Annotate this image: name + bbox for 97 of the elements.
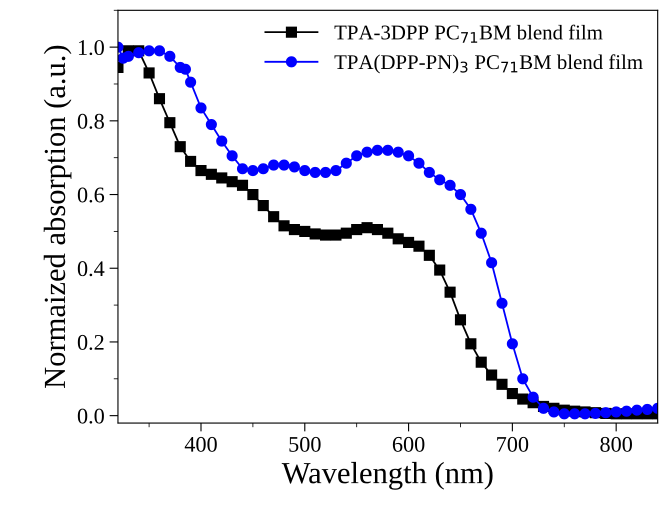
point xyxy=(268,160,280,171)
point xyxy=(122,50,134,62)
point xyxy=(517,394,528,405)
point xyxy=(310,228,321,240)
point xyxy=(528,392,539,403)
point xyxy=(496,378,508,390)
point xyxy=(258,163,269,174)
point xyxy=(558,408,570,420)
point xyxy=(382,144,394,156)
point xyxy=(486,257,498,268)
point xyxy=(506,338,518,350)
point xyxy=(174,141,186,152)
point xyxy=(185,156,196,167)
point xyxy=(288,224,300,236)
point xyxy=(164,117,176,128)
point xyxy=(642,404,653,415)
y-tick-label: 1.0 xyxy=(78,40,104,56)
point xyxy=(340,158,352,169)
y-tick-label: 0.8 xyxy=(78,114,104,129)
y-axis-title: Normaized absorption (a.u.) xyxy=(44,46,72,388)
point xyxy=(496,298,508,309)
point xyxy=(180,64,191,75)
point xyxy=(372,144,383,156)
point xyxy=(195,165,207,176)
point xyxy=(444,286,456,298)
x-tick-label: 600 xyxy=(392,436,424,452)
point xyxy=(476,228,487,239)
point xyxy=(144,45,155,56)
point xyxy=(413,240,425,252)
point xyxy=(320,166,332,178)
point xyxy=(351,224,362,236)
point xyxy=(226,176,238,188)
y-tick-label: 0.0 xyxy=(78,408,104,424)
point xyxy=(362,222,373,234)
point xyxy=(424,166,435,178)
point xyxy=(320,230,332,241)
point xyxy=(569,408,580,420)
point xyxy=(486,370,498,381)
point xyxy=(620,406,632,417)
x-tick-label: 800 xyxy=(600,436,632,452)
point xyxy=(392,233,404,244)
point xyxy=(164,50,176,62)
point xyxy=(392,146,404,158)
point xyxy=(506,388,518,400)
point xyxy=(351,150,362,162)
point xyxy=(299,165,310,176)
point xyxy=(424,250,435,261)
point xyxy=(330,165,342,176)
legend-label: TPA(DPP-PN)$_{3}$ PC$_{71}$BM blend film xyxy=(334,54,643,74)
x-tick-label: 400 xyxy=(184,436,217,452)
point xyxy=(236,180,248,191)
point xyxy=(185,76,196,88)
point xyxy=(434,174,446,186)
legend-label: TPA-3DPP PC$_{71}$BM blend film xyxy=(334,24,603,43)
point xyxy=(330,230,342,241)
point xyxy=(154,45,166,56)
point xyxy=(434,264,446,276)
point xyxy=(206,118,217,130)
point xyxy=(465,204,476,215)
point xyxy=(216,136,228,147)
point xyxy=(454,188,466,200)
point xyxy=(236,163,248,174)
point xyxy=(206,168,217,180)
point xyxy=(278,160,290,171)
point xyxy=(454,314,466,326)
point xyxy=(465,338,476,350)
x-axis-title: Wavelength (nm) xyxy=(282,462,493,490)
point xyxy=(144,67,155,78)
point xyxy=(288,161,300,172)
point xyxy=(154,93,166,104)
point xyxy=(340,228,352,239)
point xyxy=(548,406,560,418)
point xyxy=(226,150,238,162)
point xyxy=(299,226,310,237)
point xyxy=(216,172,228,184)
point xyxy=(310,166,321,178)
point xyxy=(278,220,290,232)
point xyxy=(258,200,269,212)
point xyxy=(195,102,207,114)
y-tick-label: 0.6 xyxy=(78,187,104,203)
x-tick-label: 700 xyxy=(497,436,528,452)
point xyxy=(631,404,642,416)
point xyxy=(403,150,414,162)
point xyxy=(413,158,425,169)
point xyxy=(362,146,373,158)
y-tick-label: 0.4 xyxy=(78,261,104,276)
y-tick-label: 0.2 xyxy=(78,334,104,350)
point xyxy=(403,236,414,248)
x-tick-label: 500 xyxy=(289,436,321,452)
point xyxy=(476,356,487,368)
point xyxy=(247,165,258,176)
point xyxy=(247,188,258,200)
point xyxy=(444,180,456,191)
point xyxy=(372,224,383,236)
point xyxy=(517,373,528,384)
point xyxy=(382,228,394,239)
point xyxy=(268,211,280,222)
